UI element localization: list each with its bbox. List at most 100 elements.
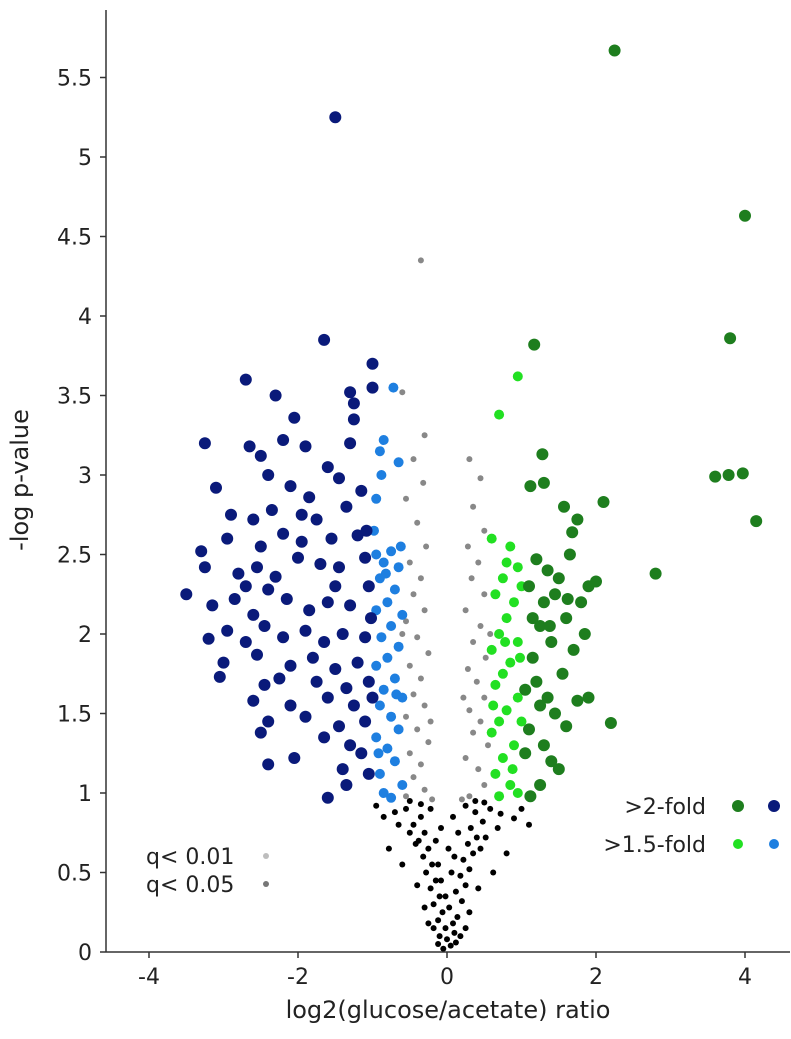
data-point-down-2fold (277, 527, 290, 540)
data-point-up-2fold (537, 596, 550, 609)
data-point-nonsignificant (432, 837, 439, 844)
data-point-down-2fold (359, 715, 372, 728)
data-point-up-1-5fold (494, 716, 505, 727)
data-point-significant-gray (481, 591, 488, 598)
data-point-down-2fold (366, 691, 379, 704)
data-point-significant-gray (429, 796, 436, 803)
data-point-down-2fold (340, 682, 353, 695)
data-point-up-1-5fold (500, 637, 511, 647)
data-point-up-1-5fold (509, 597, 519, 608)
data-point-down-2fold (288, 752, 301, 764)
data-point-down-2fold (292, 551, 304, 564)
data-point-significant-gray (481, 527, 488, 534)
y-tick-label: 2.5 (57, 544, 92, 569)
fold-legend-up-marker (733, 839, 743, 849)
q-value-legend: q< 0.01 q< 0.05 (146, 845, 269, 898)
data-point-down-2fold (262, 469, 275, 481)
data-point-significant-gray (403, 495, 409, 502)
data-point-down-1-5fold (393, 724, 404, 735)
data-point-down-2fold (251, 561, 263, 574)
data-point-significant-gray (458, 796, 465, 803)
data-point-up-2fold (534, 779, 547, 791)
data-point-up-2fold (604, 717, 617, 729)
data-point-up-2fold (561, 593, 574, 605)
data-point-nonsignificant (406, 798, 413, 804)
data-point-up-2fold (558, 500, 570, 513)
data-point-nonsignificant (457, 933, 464, 940)
data-point-down-2fold (310, 675, 323, 688)
data-point-up-2fold (519, 747, 532, 760)
data-point-down-2fold (359, 551, 372, 564)
fold-legend-up-marker (732, 800, 744, 812)
y-axis-title: -log p-value (6, 409, 34, 551)
data-point-significant-gray (462, 607, 469, 614)
data-point-significant-gray (410, 456, 417, 463)
data-point-up-2fold (545, 755, 558, 768)
fold-change-legend: >2-fold >1.5-fold (603, 795, 780, 858)
data-point-down-1-5fold (382, 743, 393, 754)
data-point-up-1-5fold (490, 679, 501, 690)
data-point-down-2fold (265, 504, 278, 516)
data-point-up-2fold (736, 467, 749, 480)
data-point-significant-gray (470, 729, 477, 736)
data-point-nonsignificant (451, 929, 458, 936)
data-point-nonsignificant (425, 920, 432, 927)
data-point-down-1-5fold (389, 673, 400, 684)
data-point-down-2fold (239, 636, 252, 648)
data-point-down-2fold (321, 461, 334, 474)
data-point-down-1-5fold (371, 549, 382, 560)
data-point-down-1-5fold (382, 652, 393, 663)
data-point-nonsignificant (412, 840, 419, 847)
data-point-up-2fold (571, 513, 584, 526)
data-point-significant-gray (399, 631, 406, 637)
data-point-down-2fold (288, 411, 301, 424)
data-point-significant-gray (414, 726, 421, 733)
data-point-down-2fold (314, 558, 327, 570)
data-point-nonsignificant (421, 829, 428, 836)
y-tick-label: 2 (78, 623, 92, 648)
data-point-significant-gray (421, 702, 428, 709)
data-point-up-2fold (571, 694, 584, 707)
data-point-up-2fold (523, 723, 535, 736)
data-point-significant-gray (403, 793, 409, 800)
data-point-up-2fold (575, 596, 588, 609)
data-point-up-2fold (524, 790, 537, 803)
data-point-nonsignificant (440, 945, 447, 952)
data-point-down-1-5fold (380, 568, 391, 579)
data-point-down-1-5fold (389, 584, 400, 595)
data-point-up-2fold (545, 636, 558, 648)
data-point-nonsignificant (526, 821, 532, 828)
data-point-down-1-5fold (389, 756, 400, 767)
data-point-nonsignificant (466, 909, 473, 916)
y-tick-label: 0 (78, 941, 92, 966)
data-point-down-2fold (355, 484, 368, 497)
data-point-down-2fold (362, 767, 375, 780)
data-point-down-1-5fold (386, 711, 397, 722)
data-point-nonsignificant (436, 933, 443, 940)
data-point-up-1-5fold (486, 727, 497, 738)
data-point-down-2fold (340, 500, 353, 513)
data-point-nonsignificant (399, 861, 406, 868)
data-point-up-2fold (526, 612, 539, 625)
data-point-significant-gray (414, 634, 421, 641)
data-point-nonsignificant (435, 941, 442, 947)
data-point-significant-gray (410, 774, 417, 781)
data-point-down-1-5fold (371, 605, 382, 616)
data-point-significant-gray (477, 623, 484, 629)
data-point-nonsignificant (454, 914, 461, 920)
data-point-down-1-5fold (378, 788, 389, 798)
data-point-up-2fold (556, 667, 569, 680)
data-point-up-2fold (528, 338, 541, 351)
data-point-up-1-5fold (490, 589, 501, 600)
data-point-down-2fold (351, 656, 364, 669)
data-point-down-2fold (280, 593, 293, 605)
data-point-down-2fold (232, 567, 245, 580)
data-point-down-2fold (254, 540, 267, 553)
data-point-significant-gray (464, 666, 471, 672)
fold-legend-label: >1.5-fold (603, 833, 706, 858)
fold-legend-label: >2-fold (624, 795, 706, 820)
data-point-nonsignificant (436, 893, 443, 900)
data-point-down-2fold (329, 580, 342, 593)
data-point-nonsignificant (435, 917, 442, 924)
data-point-down-2fold (180, 588, 193, 601)
